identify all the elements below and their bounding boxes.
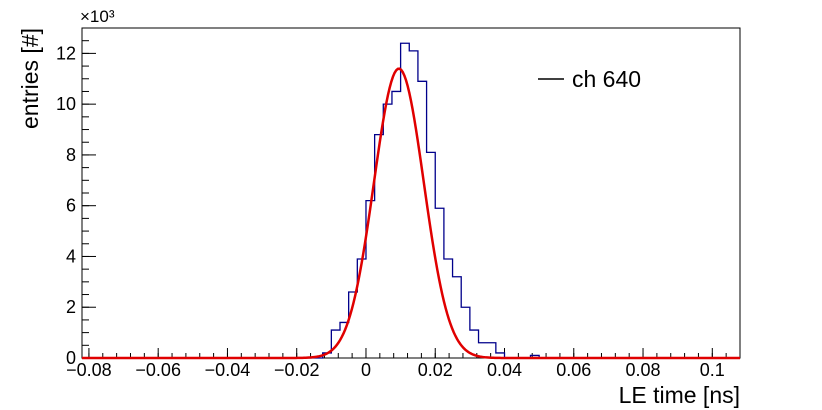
x-tick-label: 0.1: [700, 360, 725, 380]
legend-label: ch 640: [572, 66, 641, 92]
x-axis-title: LE time [ns]: [619, 382, 740, 408]
y-tick-label: 8: [66, 145, 76, 165]
x-tick-label: −0.08: [66, 360, 112, 380]
x-tick-labels: −0.08 −0.06 −0.04 −0.02 0 0.02 0.04 0.06 0.08 0.1: [66, 360, 725, 380]
y-tick-label: 4: [66, 246, 76, 266]
y-tick-label: 10: [56, 94, 76, 114]
gaussian-fit-curve: [82, 67, 740, 360]
y-tick-label: 0: [66, 348, 76, 368]
x-tick-label: −0.04: [205, 360, 251, 380]
y-tick-label: 6: [66, 196, 76, 216]
x-tick-label: 0.06: [556, 360, 591, 380]
y-axis-title: entries [#]: [17, 28, 43, 129]
axis-ticks: [82, 27, 741, 359]
y-tick-label: 2: [66, 297, 76, 317]
x-tick-label: −0.02: [274, 360, 320, 380]
x-tick-label: 0.04: [487, 360, 522, 380]
y-tick-label: 12: [56, 43, 76, 63]
legend: ch 640: [538, 66, 641, 92]
x-tick-label: 0.08: [626, 360, 661, 380]
y-tick-labels: 0 2 4 6 8 10 12: [56, 43, 76, 368]
x-tick-label: −0.06: [135, 360, 181, 380]
plot-frame: [81, 27, 741, 359]
histogram-series: [82, 42, 740, 359]
x-tick-label: 0.02: [418, 360, 453, 380]
x-tick-label: 0: [361, 360, 371, 380]
y-exponent-label: ×10³: [80, 7, 115, 26]
